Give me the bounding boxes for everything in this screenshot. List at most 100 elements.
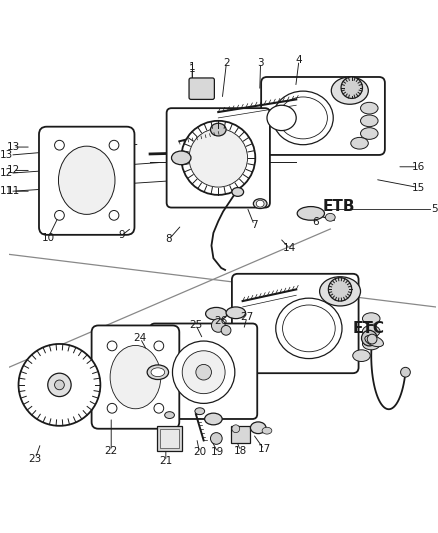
Circle shape — [109, 211, 119, 220]
Text: 13: 13 — [7, 142, 20, 152]
Text: 24: 24 — [134, 333, 147, 343]
Text: 16: 16 — [412, 162, 425, 172]
Text: 26: 26 — [215, 316, 228, 326]
Ellipse shape — [360, 115, 378, 127]
Ellipse shape — [195, 408, 205, 415]
Circle shape — [173, 341, 235, 403]
Text: 23: 23 — [28, 454, 42, 464]
Text: 9: 9 — [119, 230, 125, 240]
Text: ETB: ETB — [322, 199, 355, 214]
Ellipse shape — [253, 199, 267, 208]
Ellipse shape — [353, 350, 370, 361]
Ellipse shape — [226, 307, 246, 319]
Circle shape — [181, 121, 255, 195]
Text: 12: 12 — [0, 168, 13, 178]
Ellipse shape — [273, 91, 333, 144]
Text: 10: 10 — [42, 233, 55, 243]
Ellipse shape — [363, 313, 380, 325]
Circle shape — [367, 334, 377, 344]
Circle shape — [232, 425, 240, 433]
Ellipse shape — [363, 338, 380, 350]
Circle shape — [107, 341, 117, 351]
Ellipse shape — [320, 277, 360, 306]
Ellipse shape — [262, 427, 272, 434]
Circle shape — [328, 278, 352, 301]
Text: 1: 1 — [189, 61, 196, 71]
Ellipse shape — [59, 146, 115, 214]
FancyBboxPatch shape — [39, 127, 134, 235]
Text: 7: 7 — [251, 220, 258, 230]
Text: 21: 21 — [159, 456, 173, 466]
Ellipse shape — [205, 308, 227, 320]
Ellipse shape — [110, 345, 161, 409]
Text: 12: 12 — [7, 165, 20, 175]
Circle shape — [55, 140, 64, 150]
Text: ETC: ETC — [353, 321, 385, 336]
Ellipse shape — [172, 151, 191, 165]
Bar — [231, 426, 251, 443]
Circle shape — [154, 341, 164, 351]
Text: 17: 17 — [258, 445, 271, 454]
FancyBboxPatch shape — [92, 326, 179, 429]
Ellipse shape — [351, 138, 368, 149]
Circle shape — [107, 403, 117, 413]
Text: 5: 5 — [432, 204, 438, 214]
Text: 4: 4 — [296, 55, 302, 66]
FancyBboxPatch shape — [232, 274, 359, 373]
Text: 14: 14 — [283, 244, 296, 253]
Ellipse shape — [147, 365, 169, 379]
Text: 1: 1 — [189, 64, 196, 74]
Bar — [160, 429, 179, 448]
Text: 11: 11 — [0, 186, 13, 196]
Ellipse shape — [283, 305, 335, 352]
Circle shape — [341, 77, 363, 99]
Text: 13: 13 — [0, 150, 13, 160]
Circle shape — [211, 433, 222, 445]
Circle shape — [196, 365, 212, 380]
Text: 19: 19 — [211, 447, 225, 457]
Ellipse shape — [232, 188, 244, 196]
FancyBboxPatch shape — [150, 324, 257, 419]
Ellipse shape — [365, 335, 384, 346]
Text: 22: 22 — [105, 446, 118, 456]
FancyBboxPatch shape — [166, 108, 270, 207]
FancyBboxPatch shape — [261, 77, 385, 155]
Circle shape — [109, 140, 119, 150]
Circle shape — [154, 403, 164, 413]
Text: 8: 8 — [166, 235, 172, 245]
Ellipse shape — [360, 102, 378, 114]
Text: 20: 20 — [193, 447, 206, 457]
Ellipse shape — [363, 326, 380, 337]
Text: 3: 3 — [257, 58, 264, 68]
Circle shape — [48, 373, 71, 397]
Ellipse shape — [205, 413, 222, 425]
Circle shape — [221, 326, 231, 335]
Ellipse shape — [151, 368, 165, 377]
Ellipse shape — [267, 105, 296, 131]
Circle shape — [18, 344, 100, 426]
Circle shape — [361, 330, 377, 346]
Circle shape — [401, 367, 410, 377]
Circle shape — [55, 380, 64, 390]
Ellipse shape — [325, 213, 335, 221]
Ellipse shape — [331, 77, 368, 104]
Circle shape — [55, 211, 64, 220]
Text: 18: 18 — [234, 446, 247, 456]
Ellipse shape — [251, 422, 266, 434]
Circle shape — [212, 319, 225, 332]
Ellipse shape — [165, 411, 174, 418]
Text: 6: 6 — [313, 217, 319, 228]
Text: 27: 27 — [240, 312, 254, 322]
Text: 25: 25 — [189, 320, 202, 330]
Ellipse shape — [297, 207, 325, 220]
Text: 11: 11 — [7, 186, 20, 196]
FancyBboxPatch shape — [189, 78, 214, 99]
Bar — [157, 426, 182, 451]
Ellipse shape — [256, 200, 264, 207]
Ellipse shape — [279, 97, 327, 139]
Ellipse shape — [276, 298, 342, 359]
Circle shape — [182, 351, 225, 394]
Ellipse shape — [360, 128, 378, 139]
Ellipse shape — [211, 123, 226, 136]
Circle shape — [189, 128, 247, 187]
